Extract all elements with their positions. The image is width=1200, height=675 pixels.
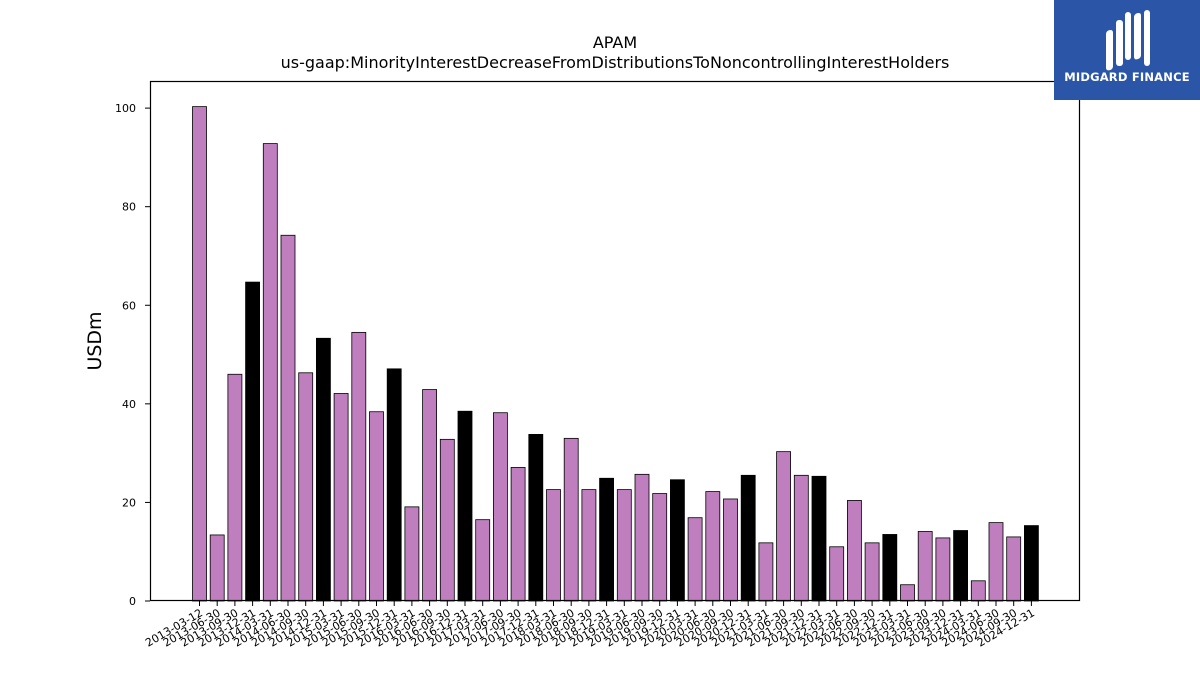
- midgard-finance-logo: MIDGARD FINANCE: [1054, 0, 1200, 100]
- chart-title: APAM: [593, 33, 637, 52]
- y-axis-label: USDm: [84, 311, 106, 370]
- logo-text: MIDGARD FINANCE: [1064, 70, 1190, 84]
- bar: [404, 506, 420, 602]
- bar: [776, 451, 791, 602]
- bar: [616, 489, 632, 602]
- bar: [457, 410, 473, 602]
- y-tick-label: 100: [115, 102, 136, 115]
- chart-subtitle: us-gaap:MinorityInterestDecreaseFromDist…: [281, 53, 950, 72]
- bar: [1006, 536, 1022, 602]
- bar: [386, 368, 402, 602]
- bar: [315, 337, 331, 602]
- bar: [192, 106, 207, 602]
- bar: [740, 474, 756, 602]
- bar: [422, 389, 438, 602]
- midgard-mark-icon: [1106, 10, 1150, 71]
- bar: [634, 473, 650, 602]
- bar: [262, 143, 278, 602]
- bar: [546, 489, 561, 602]
- bar: [351, 331, 367, 602]
- bar: [563, 437, 579, 602]
- bar: [705, 491, 721, 602]
- bar: [670, 479, 685, 602]
- bar: [227, 373, 243, 602]
- bar: [864, 542, 880, 602]
- bar: [492, 412, 508, 602]
- bar: [758, 542, 774, 602]
- bar: [988, 522, 1004, 602]
- bar: [900, 584, 915, 602]
- bar: [811, 475, 827, 602]
- bar: [882, 534, 898, 602]
- bar: [581, 489, 597, 602]
- y-tick-label: 0: [129, 595, 136, 608]
- bar: [829, 546, 845, 602]
- bar: [652, 493, 668, 602]
- bar: [847, 500, 862, 602]
- x-axis: 2013-03-122013-06-302013-09-302013-12-31…: [143, 601, 1037, 650]
- bar: [298, 372, 314, 602]
- y-tick-label: 60: [122, 299, 136, 312]
- bar: [599, 477, 614, 602]
- y-axis: 0 20 40 60 80 100: [115, 102, 150, 608]
- bar: [723, 498, 738, 602]
- bar: [333, 393, 349, 602]
- bar: [687, 517, 703, 602]
- bar-series: [192, 106, 1039, 602]
- bar: [970, 580, 986, 602]
- bar: [209, 534, 225, 602]
- y-tick-label: 20: [122, 496, 136, 509]
- bar: [953, 530, 968, 602]
- bar: [528, 434, 544, 602]
- bar: [793, 474, 809, 602]
- y-tick-label: 40: [122, 398, 136, 411]
- bar: [935, 537, 951, 602]
- bar: [369, 411, 384, 602]
- bar: [1024, 525, 1039, 602]
- bar: [439, 438, 455, 602]
- bar: [475, 519, 491, 602]
- y-tick-label: 80: [122, 201, 136, 214]
- bar: [280, 234, 296, 602]
- bar: [245, 281, 261, 602]
- bar: [510, 467, 526, 602]
- plot-frame: [149, 80, 1081, 602]
- bar: [917, 531, 933, 602]
